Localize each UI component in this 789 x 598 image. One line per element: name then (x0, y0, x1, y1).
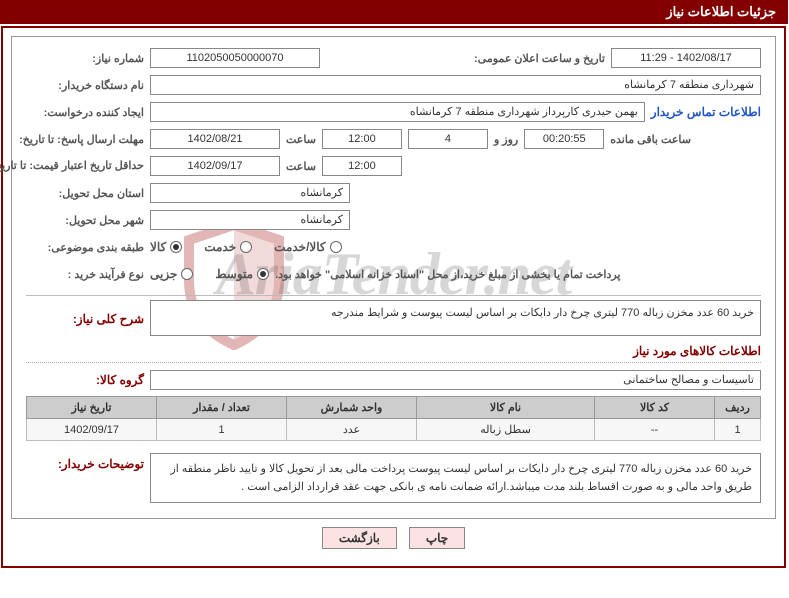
th-code: کد کالا (596, 397, 716, 419)
announce-value: 1402/08/17 - 11:29 (612, 48, 762, 68)
th-qty: تعداد / مقدار (158, 397, 288, 419)
category-radio-group: کالا خدمت کالا/خدمت (151, 240, 343, 254)
footer-buttons: چاپ بازگشت (12, 527, 777, 549)
td-qty: 1 (158, 419, 288, 441)
th-rownum: ردیف (716, 397, 762, 419)
group-value: تاسیسات و مصالح ساختمانی (151, 370, 762, 390)
deadline-label: مهلت ارسال پاسخ: تا تاریخ: (27, 133, 145, 146)
table-row: 1 -- سطل زباله عدد 1 1402/09/17 (28, 419, 762, 441)
process-label: نوع فرآیند خرید : (27, 268, 145, 281)
city-value: کرمانشاه (151, 210, 351, 230)
time-label-1: ساعت (287, 133, 317, 146)
province-label: استان محل تحویل: (27, 187, 145, 200)
td-name: سطل زباله (418, 419, 596, 441)
td-date: 1402/09/17 (28, 419, 158, 441)
proc-jozi[interactable]: جزیی (151, 267, 194, 281)
remaining-label: ساعت باقی مانده (611, 133, 692, 146)
goods-table: ردیف کد کالا نام کالا واحد شمارش تعداد /… (27, 396, 762, 441)
td-unit: عدد (288, 419, 418, 441)
requester-label: ایجاد کننده درخواست: (27, 106, 145, 119)
process-radio-group: جزیی متوسط (151, 267, 270, 281)
need-desc-title: شرح کلی نیاز: (27, 312, 145, 326)
group-label: گروه کالا: (27, 373, 145, 387)
countdown: 00:20:55 (525, 129, 605, 149)
validity-time: 12:00 (323, 156, 403, 176)
validity-date: 1402/09/17 (151, 156, 281, 176)
days-count: 4 (409, 129, 489, 149)
buyer-contact-link[interactable]: اطلاعات تماس خریدار (652, 105, 762, 119)
buyer-desc-value: خرید 60 عدد مخزن زباله 770 لیتری چرخ دار… (151, 453, 762, 503)
buyer-value: شهرداری منطقه 7 کرمانشاه (151, 75, 762, 95)
cat-both[interactable]: کالا/خدمت (275, 240, 342, 254)
need-no-value: 1102050050000070 (151, 48, 321, 68)
deadline-date: 1402/08/21 (151, 129, 281, 149)
city-label: شهر محل تحویل: (27, 214, 145, 227)
td-code: -- (596, 419, 716, 441)
th-date: تاریخ نیاز (28, 397, 158, 419)
th-name: نام کالا (418, 397, 596, 419)
content-frame: شماره نیاز: 1102050050000070 تاریخ و ساع… (2, 26, 787, 568)
print-button[interactable]: چاپ (410, 527, 466, 549)
goods-section-title: اطلاعات کالاهای مورد نیاز (27, 344, 762, 363)
page-title: جزئیات اطلاعات نیاز (667, 4, 777, 19)
time-label-2: ساعت (287, 160, 317, 173)
announce-label: تاریخ و ساعت اعلان عمومی: (475, 52, 606, 65)
cat-kala[interactable]: کالا (151, 240, 183, 254)
buyer-desc-label: توضیحات خریدار: (27, 457, 145, 471)
deadline-time: 12:00 (323, 129, 403, 149)
category-label: طبقه بندی موضوعی: (27, 241, 145, 254)
days-and-label: روز و (495, 133, 519, 146)
validity-label: حداقل تاریخ اعتبار قیمت: تا تاریخ: (27, 160, 145, 172)
process-note: پرداخت تمام یا بخشی از مبلغ خرید،از محل … (276, 268, 621, 281)
proc-motavaset[interactable]: متوسط (216, 267, 270, 281)
th-unit: واحد شمارش (288, 397, 418, 419)
need-desc-value: خرید 60 عدد مخزن زباله 770 لیتری چرخ دار… (151, 300, 762, 336)
need-no-label: شماره نیاز: (27, 52, 145, 65)
details-fieldset: شماره نیاز: 1102050050000070 تاریخ و ساع… (12, 36, 777, 519)
buyer-label: نام دستگاه خریدار: (27, 79, 145, 92)
page-title-bar: جزئیات اطلاعات نیاز (0, 0, 789, 24)
requester-value: بهمن حیدری کارپرداز شهرداری منطقه 7 کرما… (151, 102, 646, 122)
province-value: کرمانشاه (151, 183, 351, 203)
back-button[interactable]: بازگشت (323, 527, 398, 549)
td-idx: 1 (716, 419, 762, 441)
cat-khedmat[interactable]: خدمت (205, 240, 253, 254)
